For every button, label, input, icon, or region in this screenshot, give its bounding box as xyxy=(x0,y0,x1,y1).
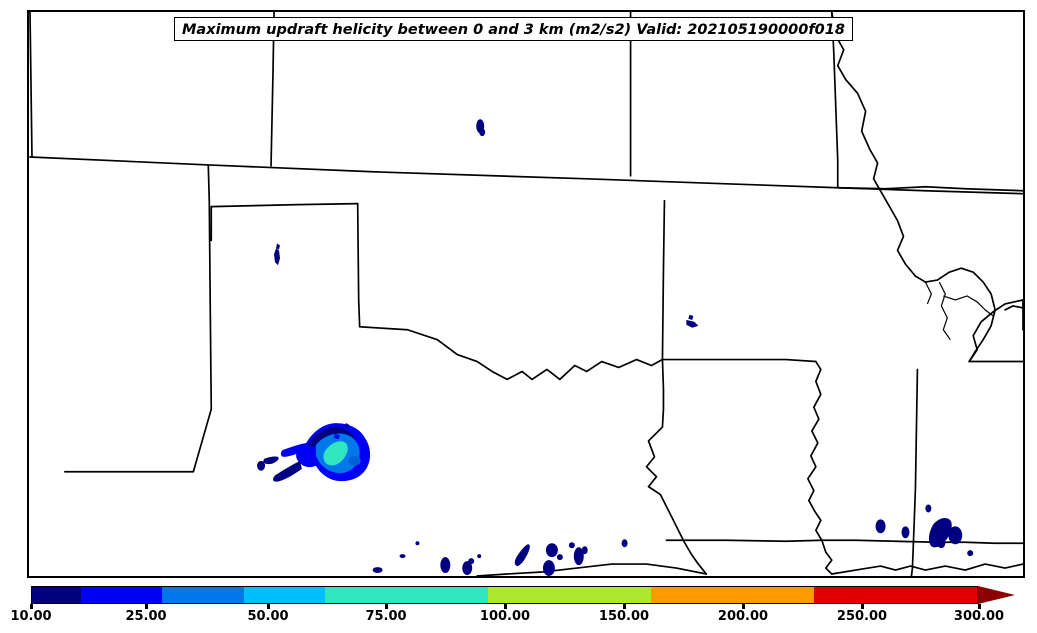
colorbar-segment-100-150 xyxy=(325,587,489,603)
colorbar-label-3: 75.00 xyxy=(365,609,407,624)
colorbar-tick-8 xyxy=(978,604,981,609)
colorbar-segment-250-300 xyxy=(814,587,978,603)
colorbar-tick-3 xyxy=(385,604,388,609)
colorbar-tick-0 xyxy=(30,604,33,609)
uh-cluster-ms-la-cells xyxy=(875,504,974,557)
colorbar-label-7: 250.00 xyxy=(836,609,888,624)
updraft-helicity-field xyxy=(257,119,699,576)
colorbar-label-1: 25.00 xyxy=(125,609,167,624)
uh-cell-nebraska xyxy=(476,119,486,137)
uh-cell-texas-panhandle xyxy=(274,243,280,266)
colorbar-label-8: 300.00 xyxy=(953,609,1005,624)
colorbar-label-4: 100.00 xyxy=(479,609,531,624)
colorbar-label-0: 10.00 xyxy=(10,609,52,624)
colorbar-tick-7 xyxy=(861,604,864,609)
uh-cell-west-texas-streak xyxy=(257,442,309,471)
colorbar-segment-75-100 xyxy=(243,587,326,603)
colorbar-segment-150-200 xyxy=(488,587,652,603)
colorbar-label-2: 50.00 xyxy=(247,609,289,624)
colorbar-label-5: 150.00 xyxy=(598,609,650,624)
colorbar-gradient-strip[interactable] xyxy=(31,586,978,604)
colorbar-tick-4 xyxy=(504,604,507,609)
colorbar[interactable] xyxy=(31,586,978,604)
uh-cluster-south-texas-coast xyxy=(372,539,628,576)
plot-title: Maximum updraft helicity between 0 and 3… xyxy=(174,17,853,41)
colorbar-segment-200-250 xyxy=(651,587,815,603)
colorbar-overflow-arrow xyxy=(978,586,1015,604)
colorbar-segment-25-50 xyxy=(80,587,163,603)
map-axes[interactable] xyxy=(27,10,1025,578)
colorbar-label-6: 200.00 xyxy=(717,609,769,624)
uh-cell-oklahoma xyxy=(686,314,699,328)
uh-cell-west-texas-main xyxy=(273,423,371,482)
state-boundaries xyxy=(29,12,1023,576)
colorbar-tick-6 xyxy=(742,604,745,609)
colorbar-segment-10-25 xyxy=(32,587,81,603)
colorbar-tick-2 xyxy=(267,604,270,609)
river-detail xyxy=(924,281,994,341)
colorbar-segment-50-75 xyxy=(162,587,244,603)
map-svg xyxy=(29,12,1023,576)
colorbar-tick-5 xyxy=(623,604,626,609)
colorbar-tick-1 xyxy=(145,604,148,609)
